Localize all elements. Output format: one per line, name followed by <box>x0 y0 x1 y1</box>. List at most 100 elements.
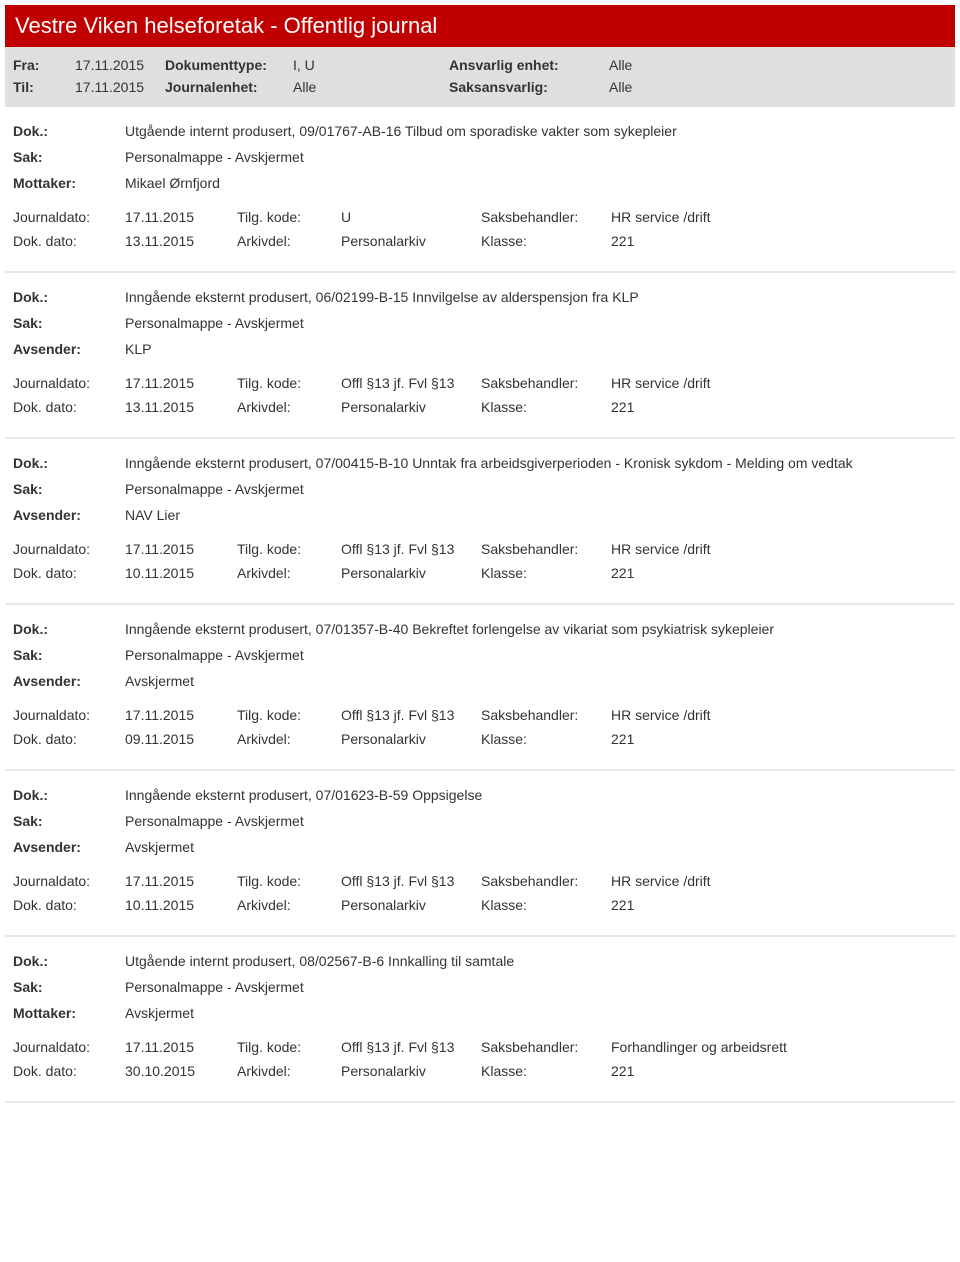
party-value: Mikael Ørnfjord <box>125 175 220 191</box>
tilgkode-label: Tilg. kode: <box>237 541 341 557</box>
detail-row-1: Journaldato:17.11.2015Tilg. kode:Offl §1… <box>13 1039 947 1055</box>
party-row: Avsender:Avskjermet <box>13 673 947 689</box>
journaldato-label: Journaldato: <box>13 209 125 225</box>
saksbehandler-value: HR service /drift <box>611 541 711 557</box>
party-row: Avsender:KLP <box>13 341 947 357</box>
party-value: Avskjermet <box>125 673 194 689</box>
dok-value: Inngående eksternt produsert, 07/01357-B… <box>125 621 774 637</box>
sak-value: Personalmappe - Avskjermet <box>125 315 304 331</box>
klasse-label: Klasse: <box>481 1063 611 1079</box>
saksbehandler-label: Saksbehandler: <box>481 209 611 225</box>
sak-label: Sak: <box>13 481 125 497</box>
detail-row-2: Dok. dato:13.11.2015Arkivdel:Personalark… <box>13 399 947 415</box>
tilgkode-value: Offl §13 jf. Fvl §13 <box>341 873 481 889</box>
dok-row: Dok.:Utgående internt produsert, 08/0256… <box>13 953 947 969</box>
party-label: Mottaker: <box>13 1005 125 1021</box>
dok-label: Dok.: <box>13 455 125 471</box>
arkivdel-label: Arkivdel: <box>237 731 341 747</box>
dok-value: Inngående eksternt produsert, 07/01623-B… <box>125 787 482 803</box>
sak-row: Sak:Personalmappe - Avskjermet <box>13 315 947 331</box>
klasse-value: 221 <box>611 565 634 581</box>
klasse-value: 221 <box>611 897 634 913</box>
tilgkode-label: Tilg. kode: <box>237 1039 341 1055</box>
saksbehandler-label: Saksbehandler: <box>481 375 611 391</box>
klasse-value: 221 <box>611 731 634 747</box>
arkivdel-label: Arkivdel: <box>237 399 341 415</box>
page-title: Vestre Viken helseforetak - Offentlig jo… <box>5 5 955 47</box>
journal-record: Dok.:Inngående eksternt produsert, 07/01… <box>5 605 955 771</box>
party-value: Avskjermet <box>125 1005 194 1021</box>
filter-row-1: Fra: 17.11.2015 Dokumenttype: I, U Ansva… <box>13 57 947 73</box>
dokdato-label: Dok. dato: <box>13 897 125 913</box>
klasse-label: Klasse: <box>481 731 611 747</box>
dokdato-value: 13.11.2015 <box>125 233 237 249</box>
tilgkode-label: Tilg. kode: <box>237 375 341 391</box>
sak-row: Sak:Personalmappe - Avskjermet <box>13 149 947 165</box>
dok-row: Dok.:Inngående eksternt produsert, 07/01… <box>13 787 947 803</box>
dokdato-value: 10.11.2015 <box>125 897 237 913</box>
arkivdel-value: Personalarkiv <box>341 565 481 581</box>
sak-label: Sak: <box>13 315 125 331</box>
sak-label: Sak: <box>13 647 125 663</box>
journaldato-label: Journaldato: <box>13 541 125 557</box>
saksbehandler-label: Saksbehandler: <box>481 541 611 557</box>
detail-row-2: Dok. dato:30.10.2015Arkivdel:Personalark… <box>13 1063 947 1079</box>
saksbehandler-label: Saksbehandler: <box>481 707 611 723</box>
sak-row: Sak:Personalmappe - Avskjermet <box>13 481 947 497</box>
journal-record: Dok.:Inngående eksternt produsert, 06/02… <box>5 273 955 439</box>
detail-row-2: Dok. dato:10.11.2015Arkivdel:Personalark… <box>13 897 947 913</box>
arkivdel-value: Personalarkiv <box>341 1063 481 1079</box>
sak-row: Sak:Personalmappe - Avskjermet <box>13 647 947 663</box>
filter-row-2: Til: 17.11.2015 Journalenhet: Alle Saksa… <box>13 79 947 95</box>
klasse-label: Klasse: <box>481 399 611 415</box>
fra-label: Fra: <box>13 57 75 73</box>
tilgkode-value: Offl §13 jf. Fvl §13 <box>341 375 481 391</box>
sak-value: Personalmappe - Avskjermet <box>125 647 304 663</box>
detail-row-1: Journaldato:17.11.2015Tilg. kode:USaksbe… <box>13 209 947 225</box>
klasse-label: Klasse: <box>481 233 611 249</box>
party-row: Mottaker:Avskjermet <box>13 1005 947 1021</box>
detail-row-1: Journaldato:17.11.2015Tilg. kode:Offl §1… <box>13 541 947 557</box>
detail-row-2: Dok. dato:13.11.2015Arkivdel:Personalark… <box>13 233 947 249</box>
tilgkode-value: U <box>341 209 481 225</box>
party-row: Avsender:NAV Lier <box>13 507 947 523</box>
sak-label: Sak: <box>13 979 125 995</box>
party-row: Mottaker:Mikael Ørnfjord <box>13 175 947 191</box>
journalenhet-value: Alle <box>293 79 449 95</box>
sak-row: Sak:Personalmappe - Avskjermet <box>13 813 947 829</box>
dokdato-value: 09.11.2015 <box>125 731 237 747</box>
dokdato-label: Dok. dato: <box>13 233 125 249</box>
dok-value: Utgående internt produsert, 08/02567-B-6… <box>125 953 514 969</box>
til-value: 17.11.2015 <box>75 79 165 95</box>
journaldato-label: Journaldato: <box>13 707 125 723</box>
dok-value: Inngående eksternt produsert, 07/00415-B… <box>125 455 853 471</box>
detail-row-2: Dok. dato:10.11.2015Arkivdel:Personalark… <box>13 565 947 581</box>
party-value: NAV Lier <box>125 507 180 523</box>
tilgkode-label: Tilg. kode: <box>237 873 341 889</box>
dok-label: Dok.: <box>13 621 125 637</box>
dokdato-value: 13.11.2015 <box>125 399 237 415</box>
journal-record: Dok.:Utgående internt produsert, 08/0256… <box>5 937 955 1103</box>
journaldato-value: 17.11.2015 <box>125 209 237 225</box>
filter-bar: Fra: 17.11.2015 Dokumenttype: I, U Ansva… <box>5 47 955 107</box>
tilgkode-label: Tilg. kode: <box>237 707 341 723</box>
tilgkode-label: Tilg. kode: <box>237 209 341 225</box>
dokdato-label: Dok. dato: <box>13 1063 125 1079</box>
arkivdel-value: Personalarkiv <box>341 399 481 415</box>
detail-row-1: Journaldato:17.11.2015Tilg. kode:Offl §1… <box>13 707 947 723</box>
til-label: Til: <box>13 79 75 95</box>
dok-row: Dok.:Utgående internt produsert, 09/0176… <box>13 123 947 139</box>
klasse-value: 221 <box>611 233 634 249</box>
fra-value: 17.11.2015 <box>75 57 165 73</box>
klasse-label: Klasse: <box>481 565 611 581</box>
tilgkode-value: Offl §13 jf. Fvl §13 <box>341 707 481 723</box>
dokdato-label: Dok. dato: <box>13 399 125 415</box>
detail-row-1: Journaldato:17.11.2015Tilg. kode:Offl §1… <box>13 873 947 889</box>
dok-label: Dok.: <box>13 787 125 803</box>
dok-row: Dok.:Inngående eksternt produsert, 06/02… <box>13 289 947 305</box>
arkivdel-value: Personalarkiv <box>341 897 481 913</box>
sak-label: Sak: <box>13 813 125 829</box>
journaldato-value: 17.11.2015 <box>125 541 237 557</box>
dok-value: Inngående eksternt produsert, 06/02199-B… <box>125 289 639 305</box>
dok-row: Dok.:Inngående eksternt produsert, 07/00… <box>13 455 947 471</box>
